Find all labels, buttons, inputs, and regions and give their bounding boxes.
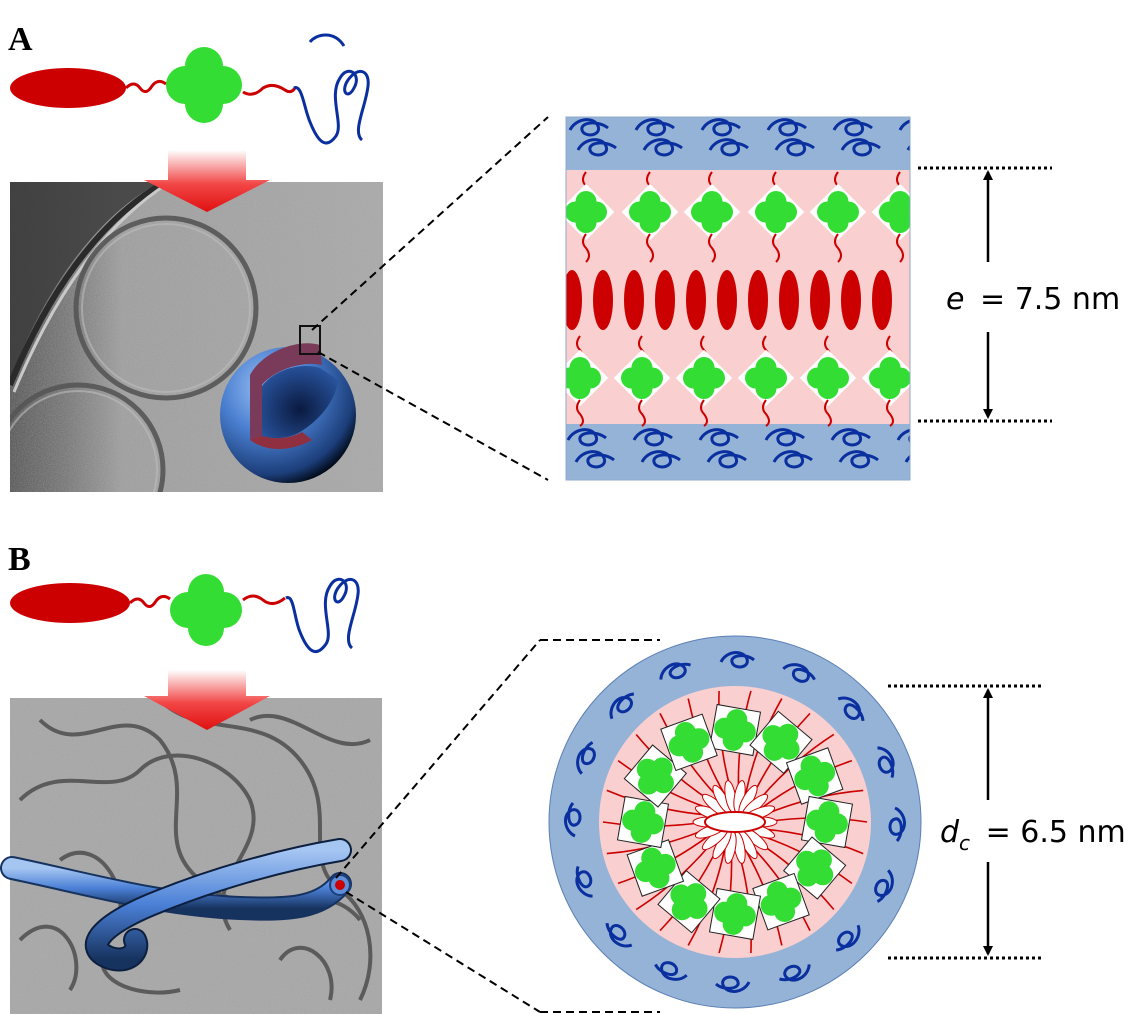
corona-coil: [575, 865, 593, 898]
hydrophobic-block-icon: [10, 68, 126, 108]
down-arrow-b: [144, 670, 270, 730]
hydrophobic-block-icon-b: [10, 583, 130, 623]
molecule-schematic-b: [10, 574, 360, 654]
corona-coil: [640, 450, 681, 469]
micelle-cross-section: [548, 635, 922, 1009]
hydrophobic-block: [686, 270, 706, 330]
corona-coil: [888, 806, 906, 842]
dimension-b-value: = 6.5 nm: [986, 815, 1126, 850]
corona-coil: [838, 450, 879, 469]
svg-text:e = 7.5 nm: e = 7.5 nm: [946, 282, 1120, 317]
corona-coil: [698, 428, 739, 447]
corona-coil: [764, 428, 805, 447]
corona-coil: [778, 964, 811, 982]
hydrophobic-block: [810, 270, 830, 330]
bilayer-schematic: [566, 117, 910, 480]
molecule-schematic-a: [10, 33, 370, 145]
corona-coil: [634, 118, 675, 137]
corona-coil: [659, 662, 692, 680]
corona-coil: [719, 651, 755, 669]
corona-coil: [906, 144, 910, 151]
hydrophobic-block: [566, 270, 582, 330]
dimension-b: dc = 6.5 nm: [888, 684, 1126, 960]
corona-coil: [782, 663, 816, 683]
zoom-line-a-top: [311, 116, 549, 331]
corona-coil: [708, 138, 749, 157]
dimension-a: e = 7.5 nm: [918, 166, 1120, 423]
down-arrow-a: [144, 150, 270, 212]
corona-coil: [830, 428, 871, 447]
zoom-line-b-top: [335, 639, 541, 879]
hydrophobic-block: [655, 270, 675, 330]
corona-coil: [566, 428, 607, 447]
hydrophobic-block: [779, 270, 799, 330]
corona-coil: [632, 428, 673, 447]
corona-coil: [609, 692, 635, 720]
hydrophobic-block: [624, 270, 644, 330]
bilayer-frame: [565, 116, 911, 481]
corona-coil: [568, 118, 609, 137]
dimension-a-value: = 7.5 nm: [980, 282, 1120, 317]
corona-coil: [564, 802, 582, 838]
panel-a-letter: A: [8, 21, 33, 58]
corona-coil: [654, 961, 688, 981]
corona-coil: [715, 975, 751, 993]
corona-coil: [576, 741, 596, 775]
hydrophobic-block: [841, 270, 861, 330]
dimension-a-variable: e: [946, 282, 964, 317]
hydrophilic-block-icon-b: [285, 577, 360, 654]
svg-text:dc = 6.5 nm: dc = 6.5 nm: [940, 815, 1126, 858]
dimension-b-subscript: c: [959, 831, 970, 855]
corona-coil: [576, 138, 617, 157]
cylinder-tube-icon: [0, 838, 352, 972]
corona-coil: [605, 922, 633, 948]
hydrophobic-block: [593, 270, 613, 330]
corona-coil: [835, 924, 861, 952]
cryo-tem-micrograph-a: [10, 150, 383, 492]
hydrophobic-block: [748, 270, 768, 330]
aromatic-block-icon-b: [170, 574, 242, 646]
corona-coil: [700, 118, 741, 137]
corona-coil: [766, 118, 807, 137]
corona-coil: [874, 869, 894, 903]
corona-coil: [840, 138, 881, 157]
vesicle-sphere-icon: [220, 325, 356, 483]
corona-coil: [904, 454, 910, 463]
hydrophilic-block-icon: [293, 69, 370, 145]
corona-coil: [642, 138, 683, 157]
hydrophobic-block: [872, 270, 892, 330]
cryo-tem-micrograph-b: [0, 670, 382, 1014]
corona-coil: [774, 138, 815, 157]
dimension-b-variable: d: [940, 815, 960, 850]
hydrophobic-block: [717, 270, 737, 330]
corona-coil: [574, 450, 615, 469]
corona-coil: [877, 746, 895, 779]
zoom-line-a-bottom: [317, 351, 549, 481]
corona-coil: [706, 450, 747, 469]
corona-coil: [832, 118, 873, 137]
panel-b-letter: B: [8, 541, 31, 578]
micelle-core-icon: [692, 780, 778, 864]
corona-coil: [837, 696, 865, 722]
corona-coil: [772, 450, 813, 469]
aromatic-block-icon: [166, 47, 242, 123]
